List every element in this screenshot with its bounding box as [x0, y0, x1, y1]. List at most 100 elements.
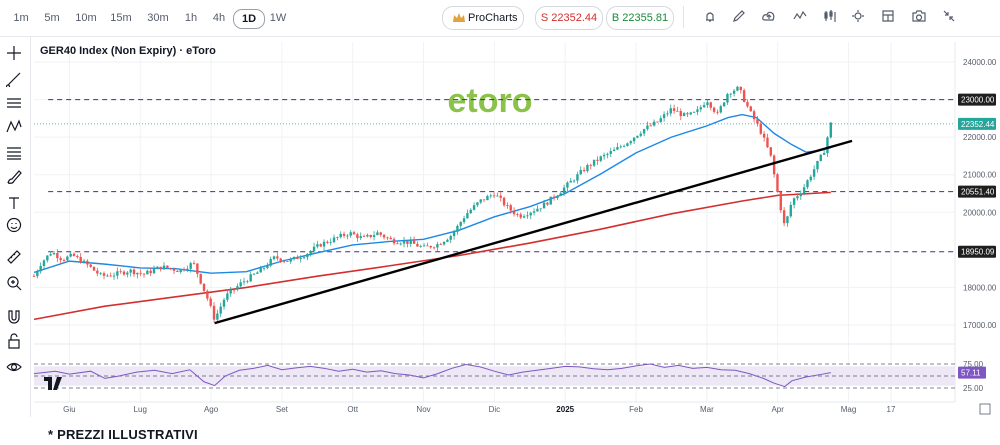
pencil-icon[interactable] — [732, 9, 746, 23]
rsi-tick-1: 25.00 — [963, 384, 984, 393]
candle-body-181 — [636, 135, 639, 138]
price-label-2: 20551.40 — [961, 188, 995, 197]
procharts-button[interactable]: ProCharts — [442, 6, 524, 30]
candle-body-184 — [646, 125, 649, 130]
zoom-in-icon[interactable] — [6, 275, 22, 291]
buy-button[interactable]: B 22355.81 — [606, 6, 674, 30]
candle-body-74 — [279, 258, 282, 262]
timeframe-30m[interactable]: 30m — [147, 12, 169, 24]
candle-body-32 — [139, 272, 142, 274]
ruler-icon[interactable] — [6, 249, 22, 265]
candle-body-83 — [309, 250, 312, 254]
candle-body-236 — [819, 154, 822, 161]
timeframe-1w[interactable]: 1W — [269, 12, 287, 24]
timeframe-1m[interactable]: 1m — [13, 12, 29, 24]
eye-icon[interactable] — [6, 359, 22, 375]
candle-body-93 — [342, 233, 346, 236]
candle-body-226 — [786, 216, 789, 224]
cloud-icon[interactable] — [762, 9, 776, 23]
candle-body-41 — [169, 268, 172, 269]
candle-body-176 — [619, 146, 622, 148]
candle-body-97 — [356, 234, 359, 239]
candle-body-5 — [49, 254, 52, 256]
candle-body-86 — [319, 244, 322, 247]
candle-body-139 — [496, 195, 499, 197]
candle-body-37 — [156, 266, 159, 270]
magnet-icon[interactable] — [6, 309, 22, 325]
candle-body-146 — [519, 214, 522, 218]
candle-body-110 — [399, 243, 402, 245]
candle-body-115 — [416, 243, 419, 247]
candle-body-127 — [456, 225, 459, 232]
candle-body-174 — [612, 149, 616, 152]
candle-body-85 — [316, 244, 319, 247]
alert-icon[interactable] — [703, 9, 717, 23]
candle-body-20 — [99, 273, 102, 275]
candle-body-4 — [46, 255, 49, 261]
candle-body-6 — [52, 253, 56, 255]
rsi-band — [34, 366, 955, 386]
timeframe-5m[interactable]: 5m — [44, 12, 60, 24]
timeframe-1h[interactable]: 1h — [184, 12, 198, 24]
crosshair-icon[interactable] — [6, 45, 22, 61]
gear-icon[interactable] — [851, 9, 865, 23]
price-label-box-2 — [958, 185, 996, 198]
candle-type-icon[interactable] — [823, 9, 837, 23]
candle-body-212 — [739, 86, 742, 91]
candle-body-171 — [602, 154, 606, 157]
candle-body-194 — [679, 111, 682, 117]
candle-body-112 — [406, 240, 409, 244]
horizontal-lines-icon[interactable] — [6, 95, 22, 111]
candle-body-134 — [479, 199, 482, 203]
text-icon[interactable] — [6, 195, 22, 211]
candle-body-182 — [639, 133, 642, 136]
candle-body-186 — [652, 121, 656, 126]
crown-icon — [453, 13, 465, 22]
candle-body-202 — [706, 102, 709, 106]
sell-button[interactable]: S 22352.44 — [535, 6, 603, 30]
pattern-icon[interactable] — [6, 119, 22, 135]
brush-icon[interactable] — [6, 169, 22, 185]
layout-icon[interactable] — [881, 9, 895, 23]
timeframe-15m[interactable]: 15m — [110, 12, 132, 24]
tradingview-logo — [44, 377, 62, 390]
candle-body-3 — [42, 260, 46, 266]
price-chart[interactable]: etoro 24000.00 23000.00 22000.00 21000.00 20… — [0, 0, 1000, 420]
candle-body-200 — [699, 107, 702, 110]
candle-body-17 — [89, 264, 92, 267]
footnote: * PREZZI ILLUSTRATIVI — [48, 427, 198, 442]
candle-body-45 — [182, 269, 186, 271]
etoro-watermark: etoro — [448, 82, 533, 120]
camera-icon[interactable] — [912, 9, 926, 23]
candle-body-81 — [302, 257, 306, 259]
timeframe-1d[interactable]: 1D — [233, 9, 265, 29]
candle-body-29 — [129, 269, 132, 273]
rsi-last-label: 57.11 — [961, 369, 981, 378]
candle-body-8 — [59, 258, 62, 261]
candle-body-234 — [812, 169, 816, 177]
candle-body-33 — [142, 273, 146, 275]
candle-body-15 — [82, 260, 86, 263]
candle-body-24 — [112, 275, 116, 277]
candle-body-26 — [119, 271, 122, 273]
candle-body-145 — [516, 214, 519, 215]
lock-icon[interactable] — [6, 333, 22, 349]
candle-body-231 — [802, 187, 806, 194]
trendline-icon[interactable] — [6, 71, 22, 87]
candle-body-108 — [392, 239, 396, 244]
candle-body-109 — [396, 243, 399, 245]
collapse-icon[interactable] — [942, 9, 956, 23]
candle-body-196 — [686, 113, 689, 115]
candle-body-59 — [229, 289, 232, 294]
time-tick-2025: 2025 — [556, 405, 574, 414]
timeframe-4h[interactable]: 4h — [212, 12, 226, 24]
candle-body-228 — [792, 198, 796, 205]
fib-icon[interactable] — [6, 145, 22, 161]
candle-body-188 — [659, 118, 662, 123]
rsi-last-box — [958, 366, 986, 379]
emoji-icon[interactable] — [6, 217, 22, 233]
candle-body-123 — [442, 241, 446, 245]
indicator-icon[interactable] — [793, 9, 807, 23]
timeframe-10m[interactable]: 10m — [75, 12, 97, 24]
candle-body-88 — [326, 241, 329, 243]
